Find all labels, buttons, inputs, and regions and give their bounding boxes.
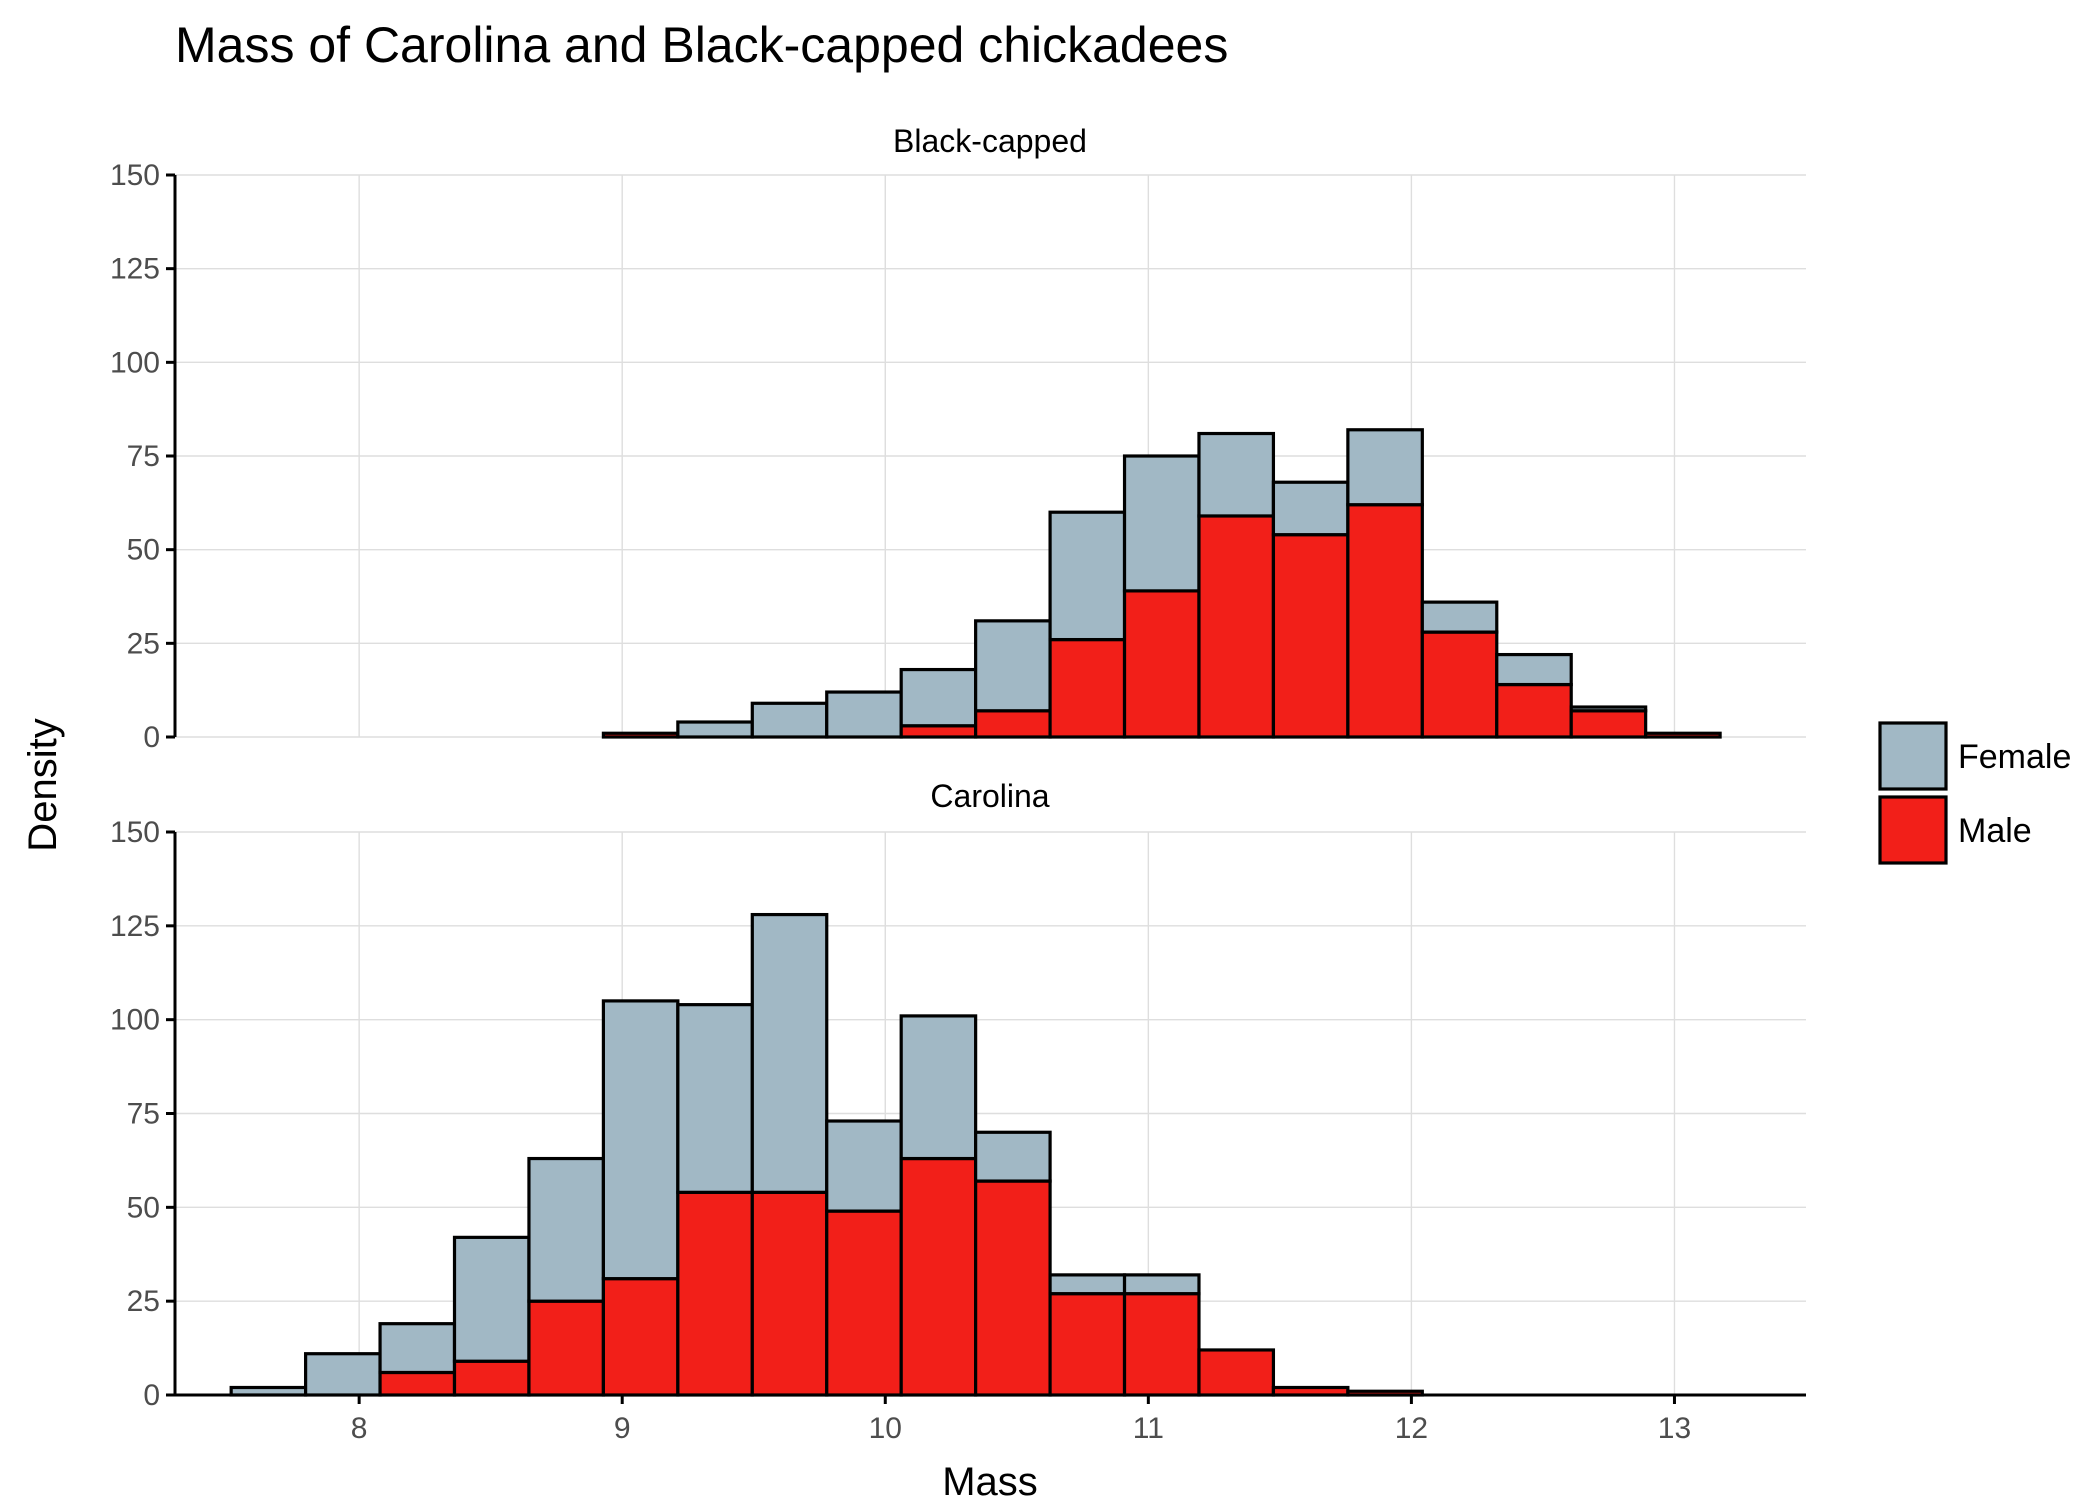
bar-female [676,1003,754,1194]
bar-female [1569,705,1648,713]
bar-male [1644,731,1722,739]
bar-male [974,1179,1052,1397]
x-tick-label: 13 [1658,1412,1691,1445]
bar-male [899,1156,978,1397]
y-tick-label: 150 [110,816,160,849]
x-axis-tick-labels: 8 9 10 11 12 13 [175,1393,1806,1445]
facet-strip-label: Black-capped [893,123,1087,159]
y-tick-label: 125 [110,253,160,286]
bar-female [899,1014,978,1161]
gridlines [175,174,1806,738]
bar-female [750,701,829,739]
x-tick-label: 8 [351,1412,368,1445]
bar-female [1346,428,1424,507]
bar-male [378,1370,457,1397]
bar-male [899,724,978,739]
x-tick-label: 10 [869,1412,902,1445]
bar-male [1271,533,1350,739]
y-tick-label: 100 [110,1004,160,1037]
histogram-bars [229,912,1424,1397]
bar-male [750,1190,829,1397]
legend-label-female: Female [1958,738,2071,776]
bar-male [527,1299,606,1397]
bar-male [1197,1348,1276,1397]
bar-male [1420,630,1499,739]
y-tick-label: 75 [127,440,160,473]
bar-male [601,1277,680,1397]
bar-male [676,1190,754,1397]
y-axis-title: Density [21,718,65,851]
y-tick-label: 125 [110,910,160,943]
x-tick-label: 11 [1133,1412,1164,1445]
bar-male [1346,503,1424,739]
y-tick-label: 75 [127,1098,160,1131]
bar-female [1122,454,1201,593]
bar-female [1048,510,1127,642]
histogram-bars [601,428,1722,739]
bar-female [750,912,829,1194]
y-tick-label: 25 [127,627,160,660]
bar-female [974,619,1052,713]
y-tick-label: 50 [127,1191,160,1224]
y-tick-label: 0 [143,1379,160,1412]
legend: Female Male [1878,721,2071,865]
bar-female [825,1119,903,1213]
facet-panel-black-capped: Black-capped 0 25 50 75 100 125 150 [110,123,1806,754]
bar-female [1271,480,1350,537]
axes: 0 25 50 75 100 125 150 [110,816,177,1412]
bar-female [304,1352,382,1397]
bar-male [1048,1292,1127,1397]
bar-female [899,667,978,728]
x-axis-title: Mass [942,1460,1038,1500]
y-tick-label: 25 [127,1285,160,1318]
bar-female [378,1322,457,1375]
legend-swatch-female [1878,721,1948,791]
bar-male [1569,709,1648,739]
bar-female [676,720,754,739]
bar-female [1197,431,1276,518]
facet-strip-label: Carolina [930,778,1049,814]
legend-swatch-male [1878,795,1948,865]
y-tick-label: 0 [143,721,160,754]
bar-female [452,1235,531,1363]
bar-male [825,1209,903,1397]
legend-label-male: Male [1958,812,2032,850]
y-tick-label: 150 [110,159,160,192]
x-tick-label: 9 [614,1412,631,1445]
y-tick-label: 100 [110,346,160,379]
bar-male [452,1359,531,1397]
bar-male [1495,682,1573,739]
bar-female [527,1156,606,1303]
bar-female [825,690,903,739]
bar-male [1048,637,1127,739]
bar-male [1122,589,1201,739]
x-tick-label: 12 [1395,1412,1428,1445]
bar-female [1122,1273,1201,1296]
bar-female [1420,600,1499,634]
bar-male [974,709,1052,739]
y-tick-label: 50 [127,534,160,567]
facet-panel-carolina: Carolina 0 25 50 75 100 125 150 [110,778,1806,1412]
bar-male [601,731,680,739]
axes: 0 25 50 75 100 125 150 [110,159,177,754]
bar-female [1048,1273,1127,1296]
bar-female [1495,652,1573,687]
bar-male [1122,1292,1201,1397]
bar-female [974,1130,1052,1183]
bar-male [1197,514,1276,739]
chart-title: Mass of Carolina and Black-capped chicka… [175,17,1228,73]
bar-female [601,999,680,1281]
